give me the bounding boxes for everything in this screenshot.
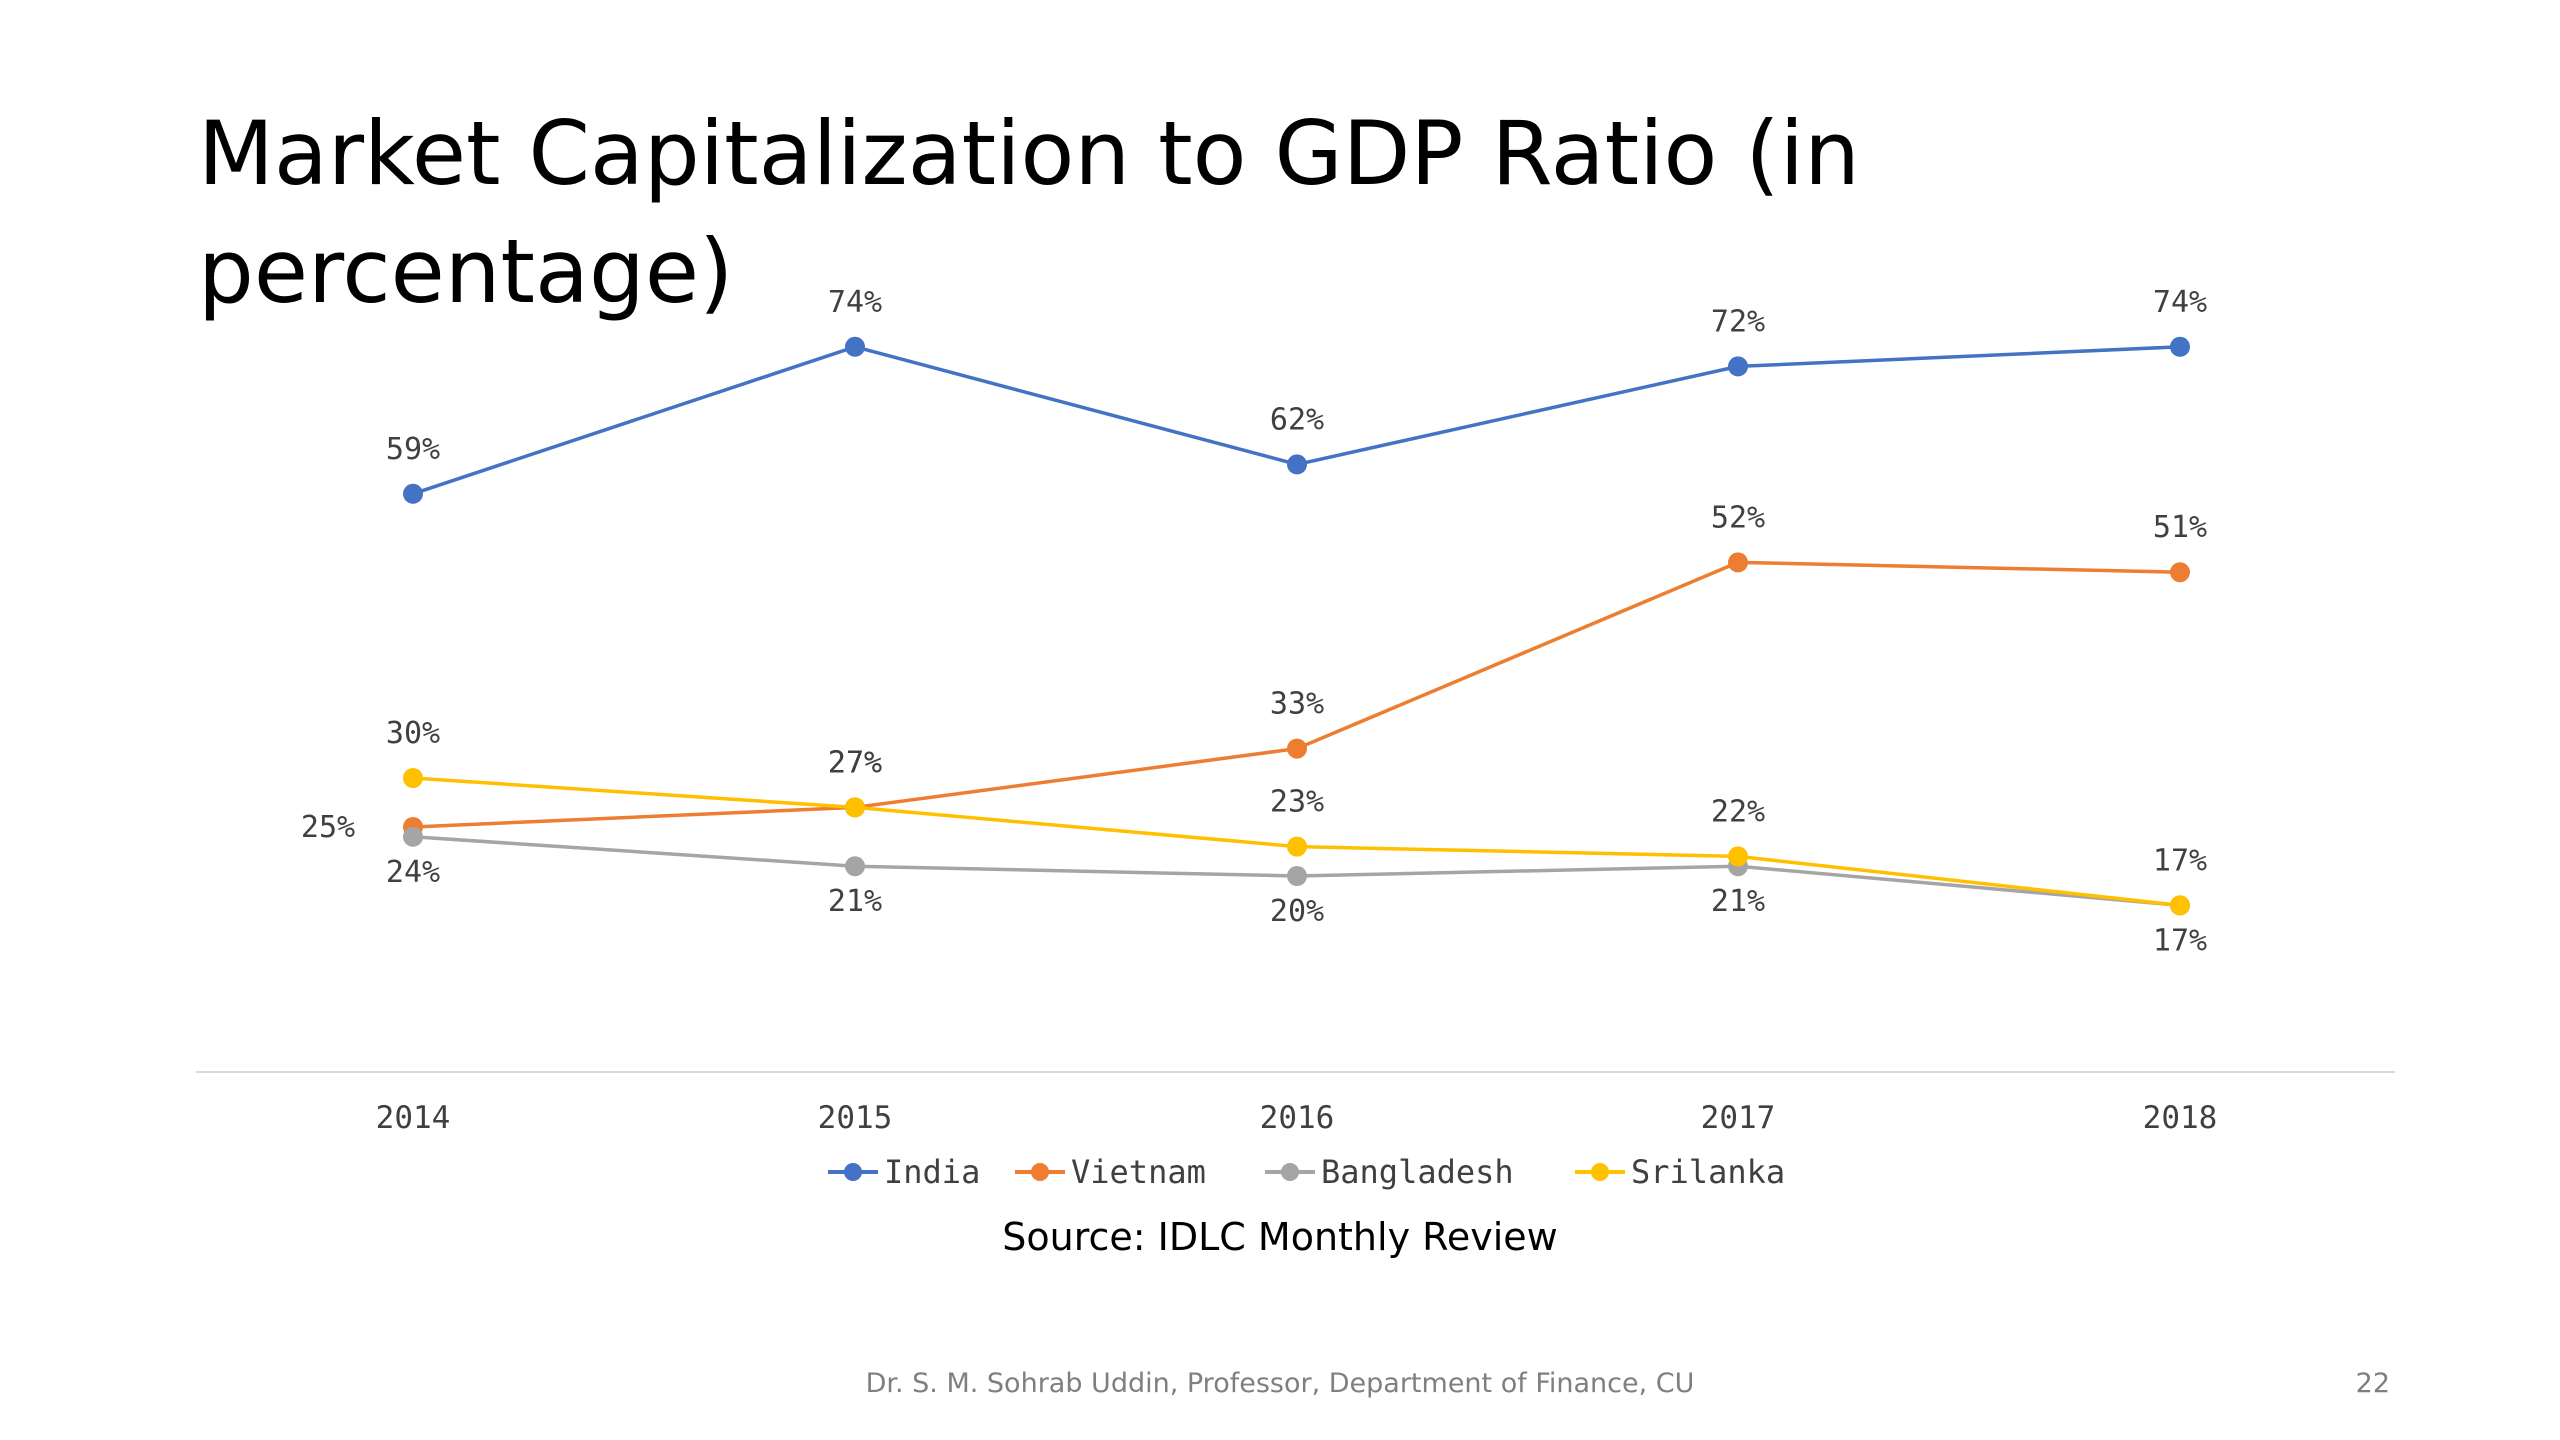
data-label-bangladesh-2016: 20% — [1270, 894, 1324, 929]
data-label-vietnam-2018: 51% — [2153, 510, 2207, 545]
series-layer — [403, 336, 2190, 916]
data-label-bangladesh-2018: 17% — [2153, 923, 2207, 958]
slide-title: Market Capitalization to GDP Ratio (in p… — [198, 102, 1860, 323]
data-label-vietnam-2015: 27% — [828, 745, 882, 780]
series-india — [403, 336, 2190, 504]
data-label-india-2014: 59% — [386, 432, 440, 467]
data-point-india-2016 — [1287, 454, 1307, 475]
legend-item-india: India — [828, 1153, 980, 1191]
legend-label-india: India — [884, 1153, 980, 1191]
data-point-bangladesh-2015 — [845, 856, 865, 877]
data-label-vietnam-2016: 33% — [1270, 687, 1324, 722]
data-label-vietnam-2017: 52% — [1711, 500, 1765, 535]
data-point-bangladesh-2016 — [1287, 866, 1307, 886]
legend-label-bangladesh: Bangladesh — [1321, 1153, 1514, 1191]
data-label-india-2017: 72% — [1711, 304, 1765, 339]
data-point-vietnam-2018 — [2170, 562, 2190, 583]
x-tick-label-2018: 2018 — [2143, 1100, 2218, 1136]
data-label-india-2015: 74% — [828, 285, 882, 320]
page-number: 22 — [2355, 1368, 2390, 1399]
data-label-bangladesh-2017: 21% — [1711, 884, 1765, 919]
data-point-india-2015 — [845, 336, 865, 357]
data-point-vietnam-2016 — [1287, 738, 1307, 759]
legend-item-vietnam: Vietnam — [1015, 1153, 1206, 1191]
legend-item-bangladesh: Bangladesh — [1265, 1153, 1514, 1191]
data-label-srilanka-2018: 17% — [2153, 843, 2207, 878]
data-label-india-2018: 74% — [2153, 285, 2207, 320]
data-label-srilanka-2016: 23% — [1270, 785, 1324, 820]
legend: India Vietnam Bangladesh Srilanka — [828, 1153, 1785, 1191]
data-point-india-2014 — [403, 483, 423, 504]
source-note: Source: IDLC Monthly Review — [1002, 1215, 1558, 1259]
data-label-srilanka-2017: 22% — [1711, 794, 1765, 829]
data-point-srilanka-2015 — [845, 797, 865, 818]
data-label-india-2016: 62% — [1270, 402, 1324, 437]
legend-marker-srilanka — [1591, 1163, 1609, 1181]
data-label-bangladesh-2015: 21% — [828, 884, 882, 919]
data-point-srilanka-2014 — [403, 768, 423, 788]
data-label-layer: 59% 74% 62% 72% 74% 25% 27% 33% 52% 51% 24% 21% 20% 2… — [301, 285, 2207, 959]
legend-label-srilanka: Srilanka — [1631, 1153, 1785, 1191]
legend-marker-india — [844, 1163, 862, 1181]
data-label-bangladesh-2014: 24% — [386, 855, 440, 890]
data-point-vietnam-2017 — [1728, 552, 1748, 573]
series-srilanka — [403, 768, 2190, 916]
data-label-srilanka-2015: 27% — [828, 745, 882, 780]
data-label-srilanka-2014: 30% — [386, 716, 440, 751]
data-point-bangladesh-2014 — [403, 826, 423, 847]
data-label-vietnam-2014: 25% — [301, 810, 355, 845]
x-tick-label-2016: 2016 — [1260, 1100, 1335, 1136]
data-point-srilanka-2018 — [2170, 895, 2190, 916]
legend-label-vietnam: Vietnam — [1071, 1153, 1206, 1191]
legend-marker-vietnam — [1031, 1163, 1049, 1181]
data-point-srilanka-2016 — [1287, 836, 1307, 857]
data-point-india-2018 — [2170, 336, 2190, 357]
x-tick-label-2017: 2017 — [1701, 1100, 1776, 1136]
legend-marker-bangladesh — [1281, 1163, 1299, 1181]
data-point-srilanka-2017 — [1728, 846, 1748, 867]
slide-footer: Dr. S. M. Sohrab Uddin, Professor, Depar… — [865, 1368, 1695, 1399]
x-tick-label-2014: 2014 — [376, 1100, 451, 1136]
x-tick-layer: 2014 2015 2016 2017 2018 — [376, 1100, 2218, 1136]
legend-item-srilanka: Srilanka — [1575, 1153, 1785, 1191]
x-tick-label-2015: 2015 — [818, 1100, 893, 1136]
data-point-india-2017 — [1728, 356, 1748, 377]
